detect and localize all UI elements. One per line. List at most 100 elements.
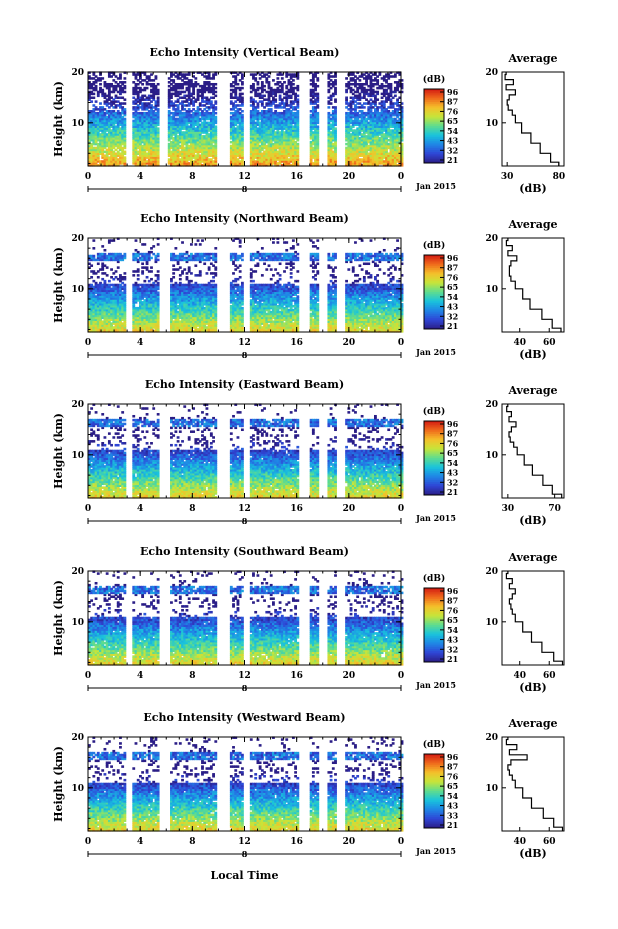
colorbar-tick-label: 65 [447, 615, 458, 625]
profile-y-tick-label: 20 [485, 400, 498, 410]
colorbar-tick-label: 87 [447, 596, 458, 606]
x-tick-label: 4 [137, 172, 143, 182]
profile-title: Average [507, 551, 557, 564]
colorbar-unit: (dB) [423, 406, 445, 417]
y-tick-label: 10 [71, 784, 84, 794]
heatmap [88, 736, 404, 832]
y-tick-label: 10 [71, 285, 84, 295]
profile-frame [501, 237, 565, 333]
colorbar-frame [423, 254, 445, 330]
colorbar-tick-label: 87 [447, 429, 458, 439]
colorbar-tick-label: 43 [447, 635, 459, 645]
profile-x-tick-label: 70 [548, 504, 561, 514]
colorbar-tick-label: 33 [447, 810, 459, 820]
x-tick-label: 20 [343, 671, 356, 681]
x-tick-label: 8 [189, 837, 195, 847]
colorbar-tick-label: 32 [447, 477, 458, 487]
profile-frame [501, 736, 565, 832]
profile-y-tick-label: 10 [485, 618, 498, 628]
colorbar-tick-label: 76 [447, 605, 459, 615]
x-tick-label: 12 [238, 504, 251, 514]
date-marker: 8 [242, 350, 248, 360]
x-tick-label: 20 [343, 837, 356, 847]
profile-frame [501, 71, 565, 167]
colorbar-tick-label: 21 [447, 487, 458, 497]
panel-title: Echo Intensity (Eastward Beam) [145, 378, 344, 391]
colorbar-tick-label: 32 [447, 311, 458, 321]
heatmap [88, 237, 404, 333]
profile-x-label: (dB) [519, 514, 546, 527]
profile-x-tick-label: 60 [543, 338, 556, 348]
x-tick-label: 0 [398, 504, 404, 514]
x-tick-label: 12 [238, 671, 251, 681]
panel-0: Echo Intensity (Vertical Beam) 10 20 Height… [52, 46, 565, 195]
profile-y-tick-label: 10 [485, 285, 498, 295]
date-bar: 8 Jan 2015 [87, 513, 456, 526]
x-tick-label: 4 [137, 837, 143, 847]
x-tick-label: 0 [398, 837, 404, 847]
average-profile: Average 10 20 40 60(dB) [485, 717, 565, 860]
colorbar-tick-label: 54 [447, 791, 459, 801]
panel-4: Echo Intensity (Westward Beam) 10 20 Height… [52, 711, 565, 860]
panel-3: Echo Intensity (Southward Beam) 10 20 Heigh… [52, 545, 565, 694]
y-tick-label: 10 [71, 119, 84, 129]
x-tick-label: 0 [398, 338, 404, 348]
profile-line [505, 737, 564, 831]
profile-x-label: (dB) [519, 348, 546, 361]
x-tick-label: 0 [398, 172, 404, 182]
profile-x-tick-label: 40 [513, 338, 526, 348]
colorbar-tick-label: 43 [447, 801, 459, 811]
colorbar-tick-label: 43 [447, 136, 459, 146]
panel-2: Echo Intensity (Eastward Beam) 10 20 Height… [52, 378, 565, 527]
x-axis-label: Local Time [211, 869, 279, 882]
profile-x-tick-label: 80 [553, 172, 566, 182]
colorbar-tick-label: 43 [447, 302, 459, 312]
colorbar-tick-label: 87 [447, 263, 458, 273]
x-tick-label: 0 [85, 172, 91, 182]
colorbar-frame [423, 753, 445, 829]
profile-y-tick-label: 10 [485, 784, 498, 794]
profile-y-tick-label: 20 [485, 733, 498, 743]
date-label: Jan 2015 [415, 680, 456, 690]
colorbar-tick-label: 87 [447, 97, 458, 107]
heatmap [88, 403, 404, 499]
x-tick-label: 12 [238, 338, 251, 348]
average-profile: Average 10 20 40 60(dB) [485, 551, 565, 694]
heatmap [88, 71, 404, 167]
profile-x-tick-label: 60 [543, 671, 556, 681]
x-tick-label: 0 [85, 671, 91, 681]
x-tick-label: 16 [290, 837, 303, 847]
date-bar: 8 Jan 2015 [87, 680, 456, 693]
x-tick-label: 0 [85, 837, 91, 847]
profile-x-label: (dB) [519, 681, 546, 694]
colorbar-unit: (dB) [423, 739, 445, 750]
colorbar-tick-label: 21 [447, 321, 458, 331]
profile-x-label: (dB) [519, 182, 546, 195]
colorbar-frame [423, 420, 445, 496]
y-tick-label: 20 [71, 400, 84, 410]
profile-y-tick-label: 20 [485, 68, 498, 78]
colorbar-tick-label: 32 [447, 145, 458, 155]
date-bar: 8 Jan 2015 [87, 846, 456, 859]
x-tick-label: 8 [189, 338, 195, 348]
profile-x-tick-label: 30 [502, 504, 515, 514]
x-tick-label: 20 [343, 504, 356, 514]
x-tick-label: 4 [137, 338, 143, 348]
panel-title: Echo Intensity (Vertical Beam) [149, 46, 339, 59]
x-tick-label: 0 [85, 338, 91, 348]
profile-x-tick-label: 30 [501, 172, 514, 182]
colorbar-tick-label: 21 [447, 654, 458, 664]
y-axis-label: Height (km) [52, 81, 65, 157]
x-tick-label: 16 [290, 504, 303, 514]
y-tick-label: 20 [71, 733, 84, 743]
colorbar-tick-label: 21 [447, 820, 458, 830]
colorbar-tick-label: 65 [447, 282, 458, 292]
colorbar-unit: (dB) [423, 74, 445, 85]
y-tick-label: 20 [71, 234, 84, 244]
colorbar-tick-label: 76 [447, 438, 459, 448]
colorbar-tick-label: 96 [447, 253, 459, 263]
